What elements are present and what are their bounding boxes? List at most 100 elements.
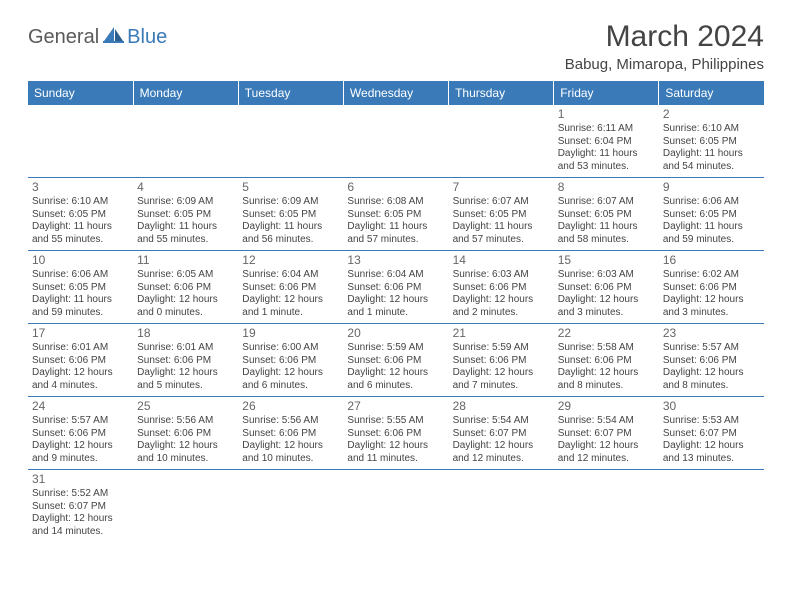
sunrise-text: Sunrise: 5:57 AM xyxy=(32,415,129,428)
day-header: Friday xyxy=(554,81,659,105)
sunrise-text: Sunrise: 6:11 AM xyxy=(558,123,655,136)
sunset-text: Sunset: 6:06 PM xyxy=(137,282,234,295)
day-number: 9 xyxy=(663,180,760,195)
sunset-text: Sunset: 6:07 PM xyxy=(558,428,655,441)
sunset-text: Sunset: 6:07 PM xyxy=(663,428,760,441)
sunset-text: Sunset: 6:05 PM xyxy=(558,209,655,222)
sunrise-text: Sunrise: 6:10 AM xyxy=(32,196,129,209)
calendar-cell: 14Sunrise: 6:03 AMSunset: 6:06 PMDayligh… xyxy=(449,251,554,324)
daylight-text: Daylight: 11 hours and 56 minutes. xyxy=(242,221,339,246)
sunrise-text: Sunrise: 6:10 AM xyxy=(663,123,760,136)
sunset-text: Sunset: 6:06 PM xyxy=(137,355,234,368)
day-number: 25 xyxy=(137,399,234,414)
calendar-cell: 17Sunrise: 6:01 AMSunset: 6:06 PMDayligh… xyxy=(28,324,133,397)
daylight-text: Daylight: 12 hours and 2 minutes. xyxy=(453,294,550,319)
sunset-text: Sunset: 6:05 PM xyxy=(663,209,760,222)
sunrise-text: Sunrise: 6:07 AM xyxy=(558,196,655,209)
calendar-row: 3Sunrise: 6:10 AMSunset: 6:05 PMDaylight… xyxy=(28,178,764,251)
day-number: 17 xyxy=(32,326,129,341)
sunrise-text: Sunrise: 5:58 AM xyxy=(558,342,655,355)
daylight-text: Daylight: 12 hours and 3 minutes. xyxy=(663,294,760,319)
sunset-text: Sunset: 6:06 PM xyxy=(558,355,655,368)
calendar-cell xyxy=(238,105,343,178)
calendar-cell: 11Sunrise: 6:05 AMSunset: 6:06 PMDayligh… xyxy=(133,251,238,324)
day-number: 7 xyxy=(453,180,550,195)
sunrise-text: Sunrise: 6:08 AM xyxy=(347,196,444,209)
sunset-text: Sunset: 6:06 PM xyxy=(32,355,129,368)
sunset-text: Sunset: 6:06 PM xyxy=(242,428,339,441)
day-number: 11 xyxy=(137,253,234,268)
sunset-text: Sunset: 6:05 PM xyxy=(32,282,129,295)
day-number: 30 xyxy=(663,399,760,414)
sunset-text: Sunset: 6:06 PM xyxy=(558,282,655,295)
day-number: 15 xyxy=(558,253,655,268)
sunset-text: Sunset: 6:07 PM xyxy=(32,501,129,514)
calendar-cell: 13Sunrise: 6:04 AMSunset: 6:06 PMDayligh… xyxy=(343,251,448,324)
title-block: March 2024 Babug, Mimaropa, Philippines xyxy=(565,20,764,73)
sunrise-text: Sunrise: 5:56 AM xyxy=(137,415,234,428)
sunset-text: Sunset: 6:06 PM xyxy=(347,355,444,368)
day-header: Saturday xyxy=(659,81,764,105)
day-header: Sunday xyxy=(28,81,133,105)
calendar-cell: 26Sunrise: 5:56 AMSunset: 6:06 PMDayligh… xyxy=(238,397,343,470)
sunrise-text: Sunrise: 6:04 AM xyxy=(242,269,339,282)
calendar-cell xyxy=(659,470,764,543)
sunset-text: Sunset: 6:05 PM xyxy=(347,209,444,222)
sunset-text: Sunset: 6:06 PM xyxy=(663,282,760,295)
day-number: 16 xyxy=(663,253,760,268)
sunset-text: Sunset: 6:06 PM xyxy=(663,355,760,368)
daylight-text: Daylight: 12 hours and 3 minutes. xyxy=(558,294,655,319)
calendar-cell: 30Sunrise: 5:53 AMSunset: 6:07 PMDayligh… xyxy=(659,397,764,470)
calendar-cell: 31Sunrise: 5:52 AMSunset: 6:07 PMDayligh… xyxy=(28,470,133,543)
sunrise-text: Sunrise: 6:06 AM xyxy=(32,269,129,282)
sunset-text: Sunset: 6:05 PM xyxy=(32,209,129,222)
calendar-cell xyxy=(28,105,133,178)
sunset-text: Sunset: 6:06 PM xyxy=(32,428,129,441)
day-number: 29 xyxy=(558,399,655,414)
daylight-text: Daylight: 12 hours and 12 minutes. xyxy=(558,440,655,465)
calendar-cell: 6Sunrise: 6:08 AMSunset: 6:05 PMDaylight… xyxy=(343,178,448,251)
sunset-text: Sunset: 6:05 PM xyxy=(242,209,339,222)
calendar-cell: 1Sunrise: 6:11 AMSunset: 6:04 PMDaylight… xyxy=(554,105,659,178)
daylight-text: Daylight: 12 hours and 14 minutes. xyxy=(32,513,129,538)
day-number: 26 xyxy=(242,399,339,414)
sunrise-text: Sunrise: 6:05 AM xyxy=(137,269,234,282)
location-text: Babug, Mimaropa, Philippines xyxy=(565,56,764,73)
sunrise-text: Sunrise: 6:02 AM xyxy=(663,269,760,282)
day-number: 21 xyxy=(453,326,550,341)
daylight-text: Daylight: 12 hours and 10 minutes. xyxy=(137,440,234,465)
sunset-text: Sunset: 6:05 PM xyxy=(663,136,760,149)
calendar-row: 1Sunrise: 6:11 AMSunset: 6:04 PMDaylight… xyxy=(28,105,764,178)
daylight-text: Daylight: 11 hours and 55 minutes. xyxy=(137,221,234,246)
calendar-cell: 19Sunrise: 6:00 AMSunset: 6:06 PMDayligh… xyxy=(238,324,343,397)
sunset-text: Sunset: 6:06 PM xyxy=(453,355,550,368)
daylight-text: Daylight: 12 hours and 8 minutes. xyxy=(663,367,760,392)
calendar-cell xyxy=(343,105,448,178)
daylight-text: Daylight: 12 hours and 4 minutes. xyxy=(32,367,129,392)
calendar-cell xyxy=(449,105,554,178)
calendar-cell xyxy=(133,105,238,178)
calendar-row: 17Sunrise: 6:01 AMSunset: 6:06 PMDayligh… xyxy=(28,324,764,397)
sunrise-text: Sunrise: 6:01 AM xyxy=(137,342,234,355)
daylight-text: Daylight: 11 hours and 59 minutes. xyxy=(32,294,129,319)
calendar-cell xyxy=(238,470,343,543)
logo: General Blue xyxy=(28,26,167,49)
day-header: Monday xyxy=(133,81,238,105)
day-number: 14 xyxy=(453,253,550,268)
calendar-cell xyxy=(343,470,448,543)
calendar-cell: 15Sunrise: 6:03 AMSunset: 6:06 PMDayligh… xyxy=(554,251,659,324)
daylight-text: Daylight: 12 hours and 1 minute. xyxy=(347,294,444,319)
daylight-text: Daylight: 12 hours and 11 minutes. xyxy=(347,440,444,465)
calendar-cell: 8Sunrise: 6:07 AMSunset: 6:05 PMDaylight… xyxy=(554,178,659,251)
day-number: 27 xyxy=(347,399,444,414)
day-number: 28 xyxy=(453,399,550,414)
daylight-text: Daylight: 11 hours and 58 minutes. xyxy=(558,221,655,246)
calendar-cell: 3Sunrise: 6:10 AMSunset: 6:05 PMDaylight… xyxy=(28,178,133,251)
sunset-text: Sunset: 6:06 PM xyxy=(453,282,550,295)
calendar-cell: 2Sunrise: 6:10 AMSunset: 6:05 PMDaylight… xyxy=(659,105,764,178)
day-number: 8 xyxy=(558,180,655,195)
calendar-cell: 20Sunrise: 5:59 AMSunset: 6:06 PMDayligh… xyxy=(343,324,448,397)
logo-sail-icon xyxy=(103,26,125,49)
sunrise-text: Sunrise: 6:01 AM xyxy=(32,342,129,355)
sunset-text: Sunset: 6:06 PM xyxy=(137,428,234,441)
